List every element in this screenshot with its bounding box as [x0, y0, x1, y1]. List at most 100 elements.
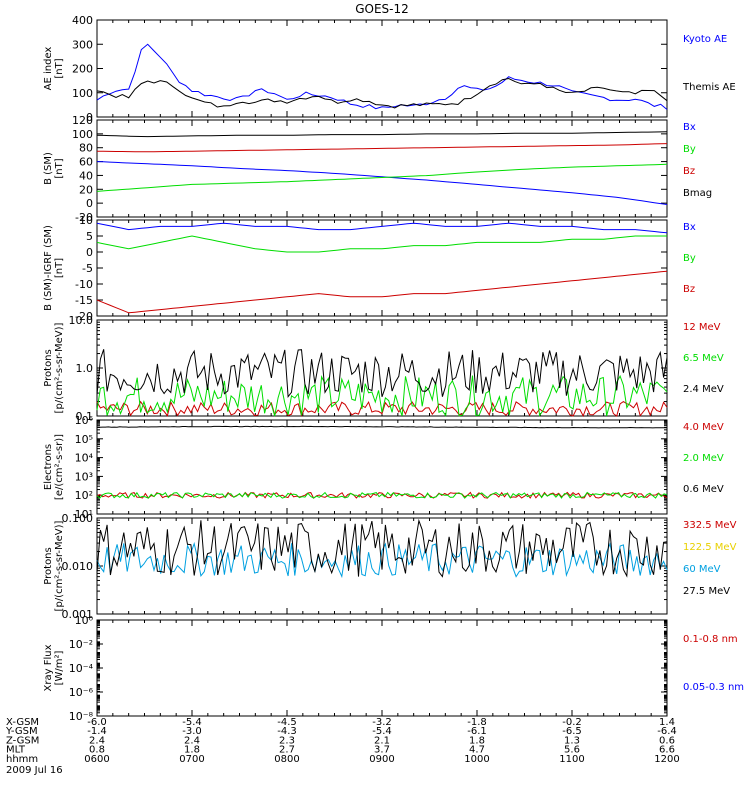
- ephemeris-value: -6.4: [657, 726, 677, 737]
- date-label: 2009 Jul 16: [6, 765, 63, 776]
- y-tick-label: -20: [75, 211, 93, 224]
- ephemeris-value: -0.2: [562, 717, 582, 728]
- ephemeris-value: 0900: [369, 754, 394, 765]
- ephemeris-value: 2.3: [279, 735, 295, 746]
- ephemeris-value: -4.3: [277, 726, 297, 737]
- legend-bz: Bz: [683, 284, 695, 295]
- ephemeris-value: 1.8: [469, 735, 485, 746]
- series-27-5-mev: [96, 518, 668, 578]
- chart-title: GOES-12: [355, 2, 409, 16]
- ephemeris-value: 1100: [559, 754, 584, 765]
- ephemeris-value: 0.6: [659, 735, 675, 746]
- y-tick-label: 10⁶: [75, 414, 94, 427]
- series-6-5-mev: [96, 374, 668, 417]
- y-tick-label: 80: [79, 142, 93, 155]
- y-axis-label-line: [nT]: [54, 158, 65, 178]
- y-tick-label: 20: [79, 183, 93, 196]
- y-tick-label: 40: [79, 169, 93, 182]
- y-tick-label: 100: [72, 87, 93, 100]
- ephemeris-value: 3.7: [374, 745, 390, 756]
- y-tick-label: 10⁻⁴: [69, 662, 94, 675]
- ephemeris-value: -6.0: [87, 717, 107, 728]
- legend-2-0-mev: 2.0 MeV: [683, 453, 724, 464]
- legend-6-5-mev: 6.5 MeV: [683, 353, 724, 364]
- ephemeris-value: 1200: [654, 754, 679, 765]
- ephemeris-value: 0600: [84, 754, 109, 765]
- ephemeris-value: 2.1: [374, 735, 390, 746]
- y-tick-label: 200: [72, 63, 93, 76]
- series-bz: [96, 270, 668, 314]
- y-axis-label-line: AE index: [43, 47, 54, 91]
- y-axis-label-line: Protons: [43, 547, 54, 584]
- y-axis-label-line: Xray Flux: [43, 644, 54, 691]
- y-tick-label: 0: [86, 246, 93, 259]
- legend-332-5-mev: 332.5 MeV: [683, 520, 737, 531]
- y-axis-label: Protons[p/(cm²-s-sr-MeV)]: [43, 520, 65, 611]
- y-axis-label: Electrons[e/(cm²-s-sr)]: [43, 434, 65, 500]
- panel-b_sm_igrf: -20 -15 -10 -5 0 5 10 B (SM)-IGRF (SM)[nT] Bx By B…: [43, 214, 696, 323]
- y-axis-label: B (SM)-IGRF (SM)[nT]: [43, 225, 65, 311]
- y-tick-label: 10³: [75, 470, 93, 483]
- ephemeris-value: -4.5: [277, 717, 297, 728]
- ephemeris-row-label: Y-GSM: [5, 726, 38, 737]
- y-tick-label: 0.001: [62, 608, 94, 621]
- legend-27-5-mev: 27.5 MeV: [683, 586, 730, 597]
- y-tick-label: 10: [79, 214, 93, 227]
- ephemeris-value: 1.4: [659, 717, 675, 728]
- series-bz: [96, 143, 668, 153]
- legend-12-mev: 12 MeV: [683, 322, 721, 333]
- ephemeris-value: 2.4: [89, 735, 105, 746]
- ephemeris-table: X-GSM -6.0 -5.4 -4.5 -3.2 -1.8 -0.2 1.4 Y-GSM -1.…: [5, 717, 680, 776]
- panel-ae: 0 100 200 300 400 AE index[nT] Kyoto AE Themis …: [43, 14, 736, 124]
- y-axis-label-line: [W/m²]: [54, 650, 65, 685]
- y-tick-label: 100: [72, 128, 93, 141]
- ephemeris-value: -6.5: [562, 726, 582, 737]
- y-tick-label: 10²: [75, 489, 93, 502]
- y-tick-label: 10⁻⁶: [69, 686, 94, 699]
- series-2-0-mev: [96, 491, 668, 499]
- panel-electrons: 10¹ 10² 10³ 10⁴ 10⁵ 10⁶ Electrons[e/(cm²-s-sr)…: [43, 414, 724, 521]
- y-axis-label: Protons[p/(cm²-s-sr-MeV)]: [43, 322, 65, 413]
- ephemeris-value: 2.4: [184, 735, 200, 746]
- y-axis-label: Xray Flux[W/m²]: [43, 644, 65, 691]
- ephemeris-row-label: hhmm: [6, 754, 38, 765]
- y-tick-label: 1.0: [76, 362, 94, 375]
- ephemeris-value: 0800: [274, 754, 299, 765]
- y-tick-label: 5: [86, 230, 93, 243]
- panel-frame: [96, 219, 668, 317]
- y-axis-label: AE index[nT]: [43, 47, 65, 91]
- y-tick-label: 0.010: [62, 560, 94, 573]
- ephemeris-value: 1.3: [564, 735, 580, 746]
- y-axis-label-line: B (SM)-IGRF (SM): [43, 225, 54, 311]
- ephemeris-value: -5.4: [182, 717, 202, 728]
- legend-kyoto-ae: Kyoto AE: [683, 34, 727, 45]
- legend-4-0-mev: 4.0 MeV: [683, 422, 724, 433]
- ephemeris-row-label: Z-GSM: [6, 735, 39, 746]
- legend-bx: Bx: [683, 122, 696, 133]
- y-tick-label: -5: [82, 262, 93, 275]
- ephemeris-value: -3.0: [182, 726, 202, 737]
- y-tick-label: 10⁻²: [69, 638, 93, 651]
- y-axis-label-line: Electrons: [43, 444, 54, 490]
- panel-protons_low: 0.001 0.010 0.100Protons[p/(cm²-s-sr-MeV)]…: [43, 512, 737, 621]
- y-tick-label: 120: [72, 114, 93, 127]
- panel-frame: [96, 319, 668, 417]
- ephemeris-value: 5.6: [564, 745, 580, 756]
- y-tick-label: 0: [86, 111, 93, 124]
- panel-frame: [96, 619, 668, 717]
- y-tick-label: 60: [79, 156, 93, 169]
- y-axis-label: B (SM)[nT]: [43, 152, 65, 185]
- ephemeris-value: 0700: [179, 754, 204, 765]
- legend-bx: Bx: [683, 222, 696, 233]
- y-axis-label-line: Protons: [43, 349, 54, 386]
- ephemeris-value: 1000: [464, 754, 489, 765]
- legend-by: By: [683, 253, 696, 264]
- legend-bz: Bz: [683, 166, 695, 177]
- y-axis-label-line: [nT]: [54, 58, 65, 78]
- y-tick-label: 0.1: [76, 410, 94, 423]
- y-tick-label: 0.100: [62, 512, 94, 525]
- series-2-4-mev: [96, 349, 668, 399]
- panel-protons_high: 0.1 1.0 10.0 Protons[p/(cm²-s-sr-MeV)] 12 Me…: [43, 314, 724, 423]
- y-tick-label: 10⁵: [75, 433, 93, 446]
